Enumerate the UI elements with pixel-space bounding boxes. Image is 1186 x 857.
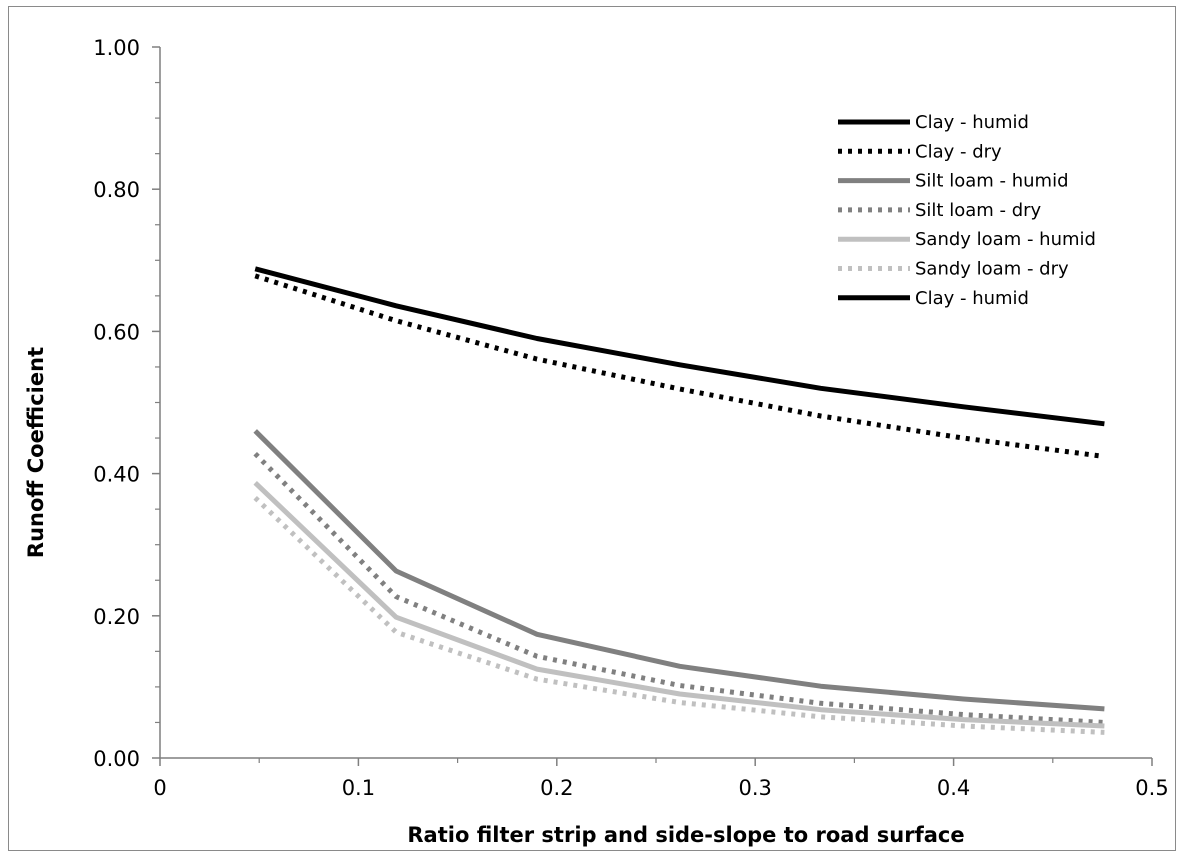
legend-label: Silt loam - humid — [915, 171, 1069, 192]
x-axis-title: Ratio filter strip and side-slope to roa… — [407, 823, 964, 847]
legend-label: Clay - humid — [915, 288, 1029, 309]
legend-label: Clay - dry — [915, 141, 1002, 162]
x-tick-label: 0.5 — [1135, 776, 1168, 800]
series-lines — [253, 266, 1105, 735]
series-line-sandy-loam-dry — [253, 495, 1105, 735]
x-axis-ticks: 0 0.1 0.2 0.3 0.4 0.5 — [153, 758, 1169, 800]
legend-label: Sandy loam - humid — [915, 229, 1096, 250]
x-tick-label: 0.3 — [738, 776, 771, 800]
legend-label: Clay - humid — [915, 112, 1029, 133]
y-axis-ticks: 0.00 0.20 0.40 0.60 0.80 1.00 — [93, 36, 160, 771]
y-tick-label: 0.00 — [93, 747, 140, 771]
series-line-silt-loam-humid — [253, 429, 1105, 712]
x-tick-label: 0.2 — [540, 776, 573, 800]
series-line-silt-loam-dry — [253, 451, 1105, 725]
chart-frame — [8, 6, 1176, 851]
y-tick-label: 1.00 — [93, 36, 140, 60]
series-line-sandy-loam-humid — [253, 480, 1105, 729]
x-tick-label: 0 — [153, 776, 166, 800]
axes — [159, 47, 1152, 759]
y-tick-label: 0.60 — [93, 320, 140, 344]
x-tick-label: 0.4 — [937, 776, 970, 800]
x-tick-label: 0.1 — [342, 776, 375, 800]
y-tick-label: 0.80 — [93, 178, 140, 202]
y-tick-label: 0.40 — [93, 463, 140, 487]
legend-label: Silt loam - dry — [915, 200, 1042, 221]
y-axis-title: Runoff Coefficient — [24, 347, 48, 558]
y-tick-label: 0.20 — [93, 605, 140, 629]
legend-label: Sandy loam - dry — [915, 259, 1069, 280]
legend: Clay - humid Clay - dry Silt loam - humid S… — [838, 112, 1096, 309]
